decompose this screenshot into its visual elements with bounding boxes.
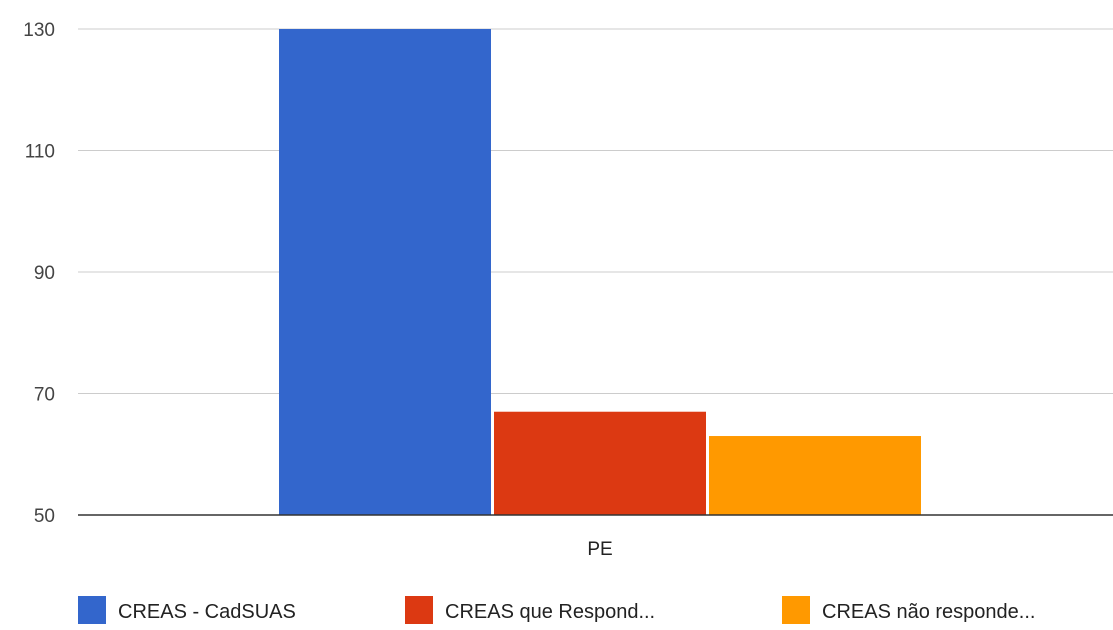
- legend: CREAS - CadSUAS CREAS que Respond... CREAS…: [78, 596, 1035, 624]
- legend-label: CREAS não responde...: [822, 601, 1035, 623]
- legend-swatch: [782, 596, 810, 624]
- legend-item[interactable]: CREAS - CadSUAS: [78, 596, 296, 624]
- y-tick-label: 70: [34, 385, 55, 406]
- gridlines: [78, 29, 1113, 394]
- legend-label: CREAS que Respond...: [445, 601, 655, 623]
- y-tick-label: 90: [34, 263, 55, 284]
- y-tick-label: 130: [23, 20, 55, 41]
- x-axis-ticks: PE: [587, 539, 612, 560]
- bar-2[interactable]: [494, 412, 706, 515]
- y-tick-label: 110: [25, 142, 55, 163]
- bar-1[interactable]: [279, 29, 491, 515]
- y-axis-ticks: 130 110 90 70 50: [23, 20, 55, 527]
- bar-3[interactable]: [709, 436, 921, 515]
- legend-swatch: [78, 596, 106, 624]
- y-tick-label: 50: [34, 506, 55, 527]
- legend-item[interactable]: CREAS que Respond...: [405, 596, 655, 624]
- legend-item[interactable]: CREAS não responde...: [782, 596, 1035, 624]
- legend-label: CREAS - CadSUAS: [118, 601, 296, 623]
- x-tick-label: PE: [587, 539, 612, 560]
- legend-swatch: [405, 596, 433, 624]
